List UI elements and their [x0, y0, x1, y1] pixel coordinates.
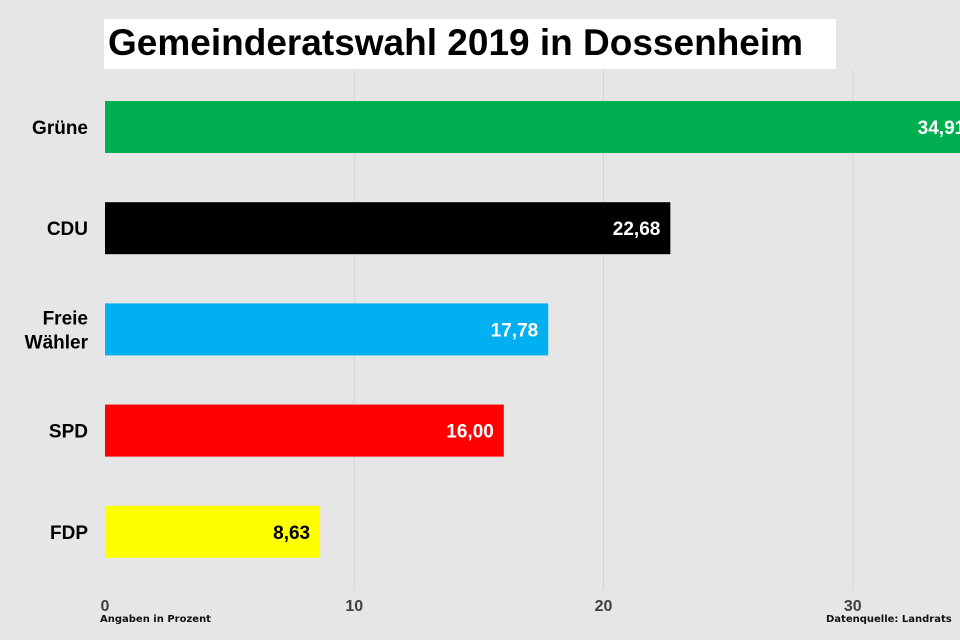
bar [105, 101, 960, 153]
category-label-line: Grüne [32, 118, 88, 139]
x-tick-label: 20 [595, 598, 613, 615]
category-label: CDU [47, 219, 88, 240]
category-label-line: Freie [43, 308, 88, 329]
category-label-line: Wähler [25, 332, 89, 353]
x-tick-label: 10 [345, 598, 363, 615]
data-label: 16,00 [446, 422, 494, 443]
x-tick-label: 30 [844, 598, 862, 615]
category-label-line: FDP [50, 523, 88, 544]
category-label: FDP [50, 523, 88, 544]
category-label-line: SPD [49, 422, 88, 443]
bar [105, 303, 549, 356]
bar [105, 202, 671, 255]
chart-title-box [104, 19, 836, 69]
category-label: Grüne [32, 118, 88, 139]
category-label-line: CDU [47, 219, 88, 240]
category-label: Freie Wähler [25, 308, 89, 353]
x-tick-label: 0 [101, 598, 110, 615]
data-label: 34,91 [918, 118, 960, 139]
source-note: Datenquelle: Landrats [826, 614, 952, 625]
bar [105, 505, 321, 558]
data-label: 17,78 [491, 320, 539, 341]
category-label: SPD [49, 422, 88, 443]
unit-note: Angaben in Prozent [100, 614, 211, 625]
data-label: 22,68 [613, 219, 661, 240]
chart-title: Gemeinderatswahl 2019 in Dossenheim [108, 22, 804, 63]
data-label: 8,63 [273, 523, 310, 544]
bar [105, 404, 504, 457]
